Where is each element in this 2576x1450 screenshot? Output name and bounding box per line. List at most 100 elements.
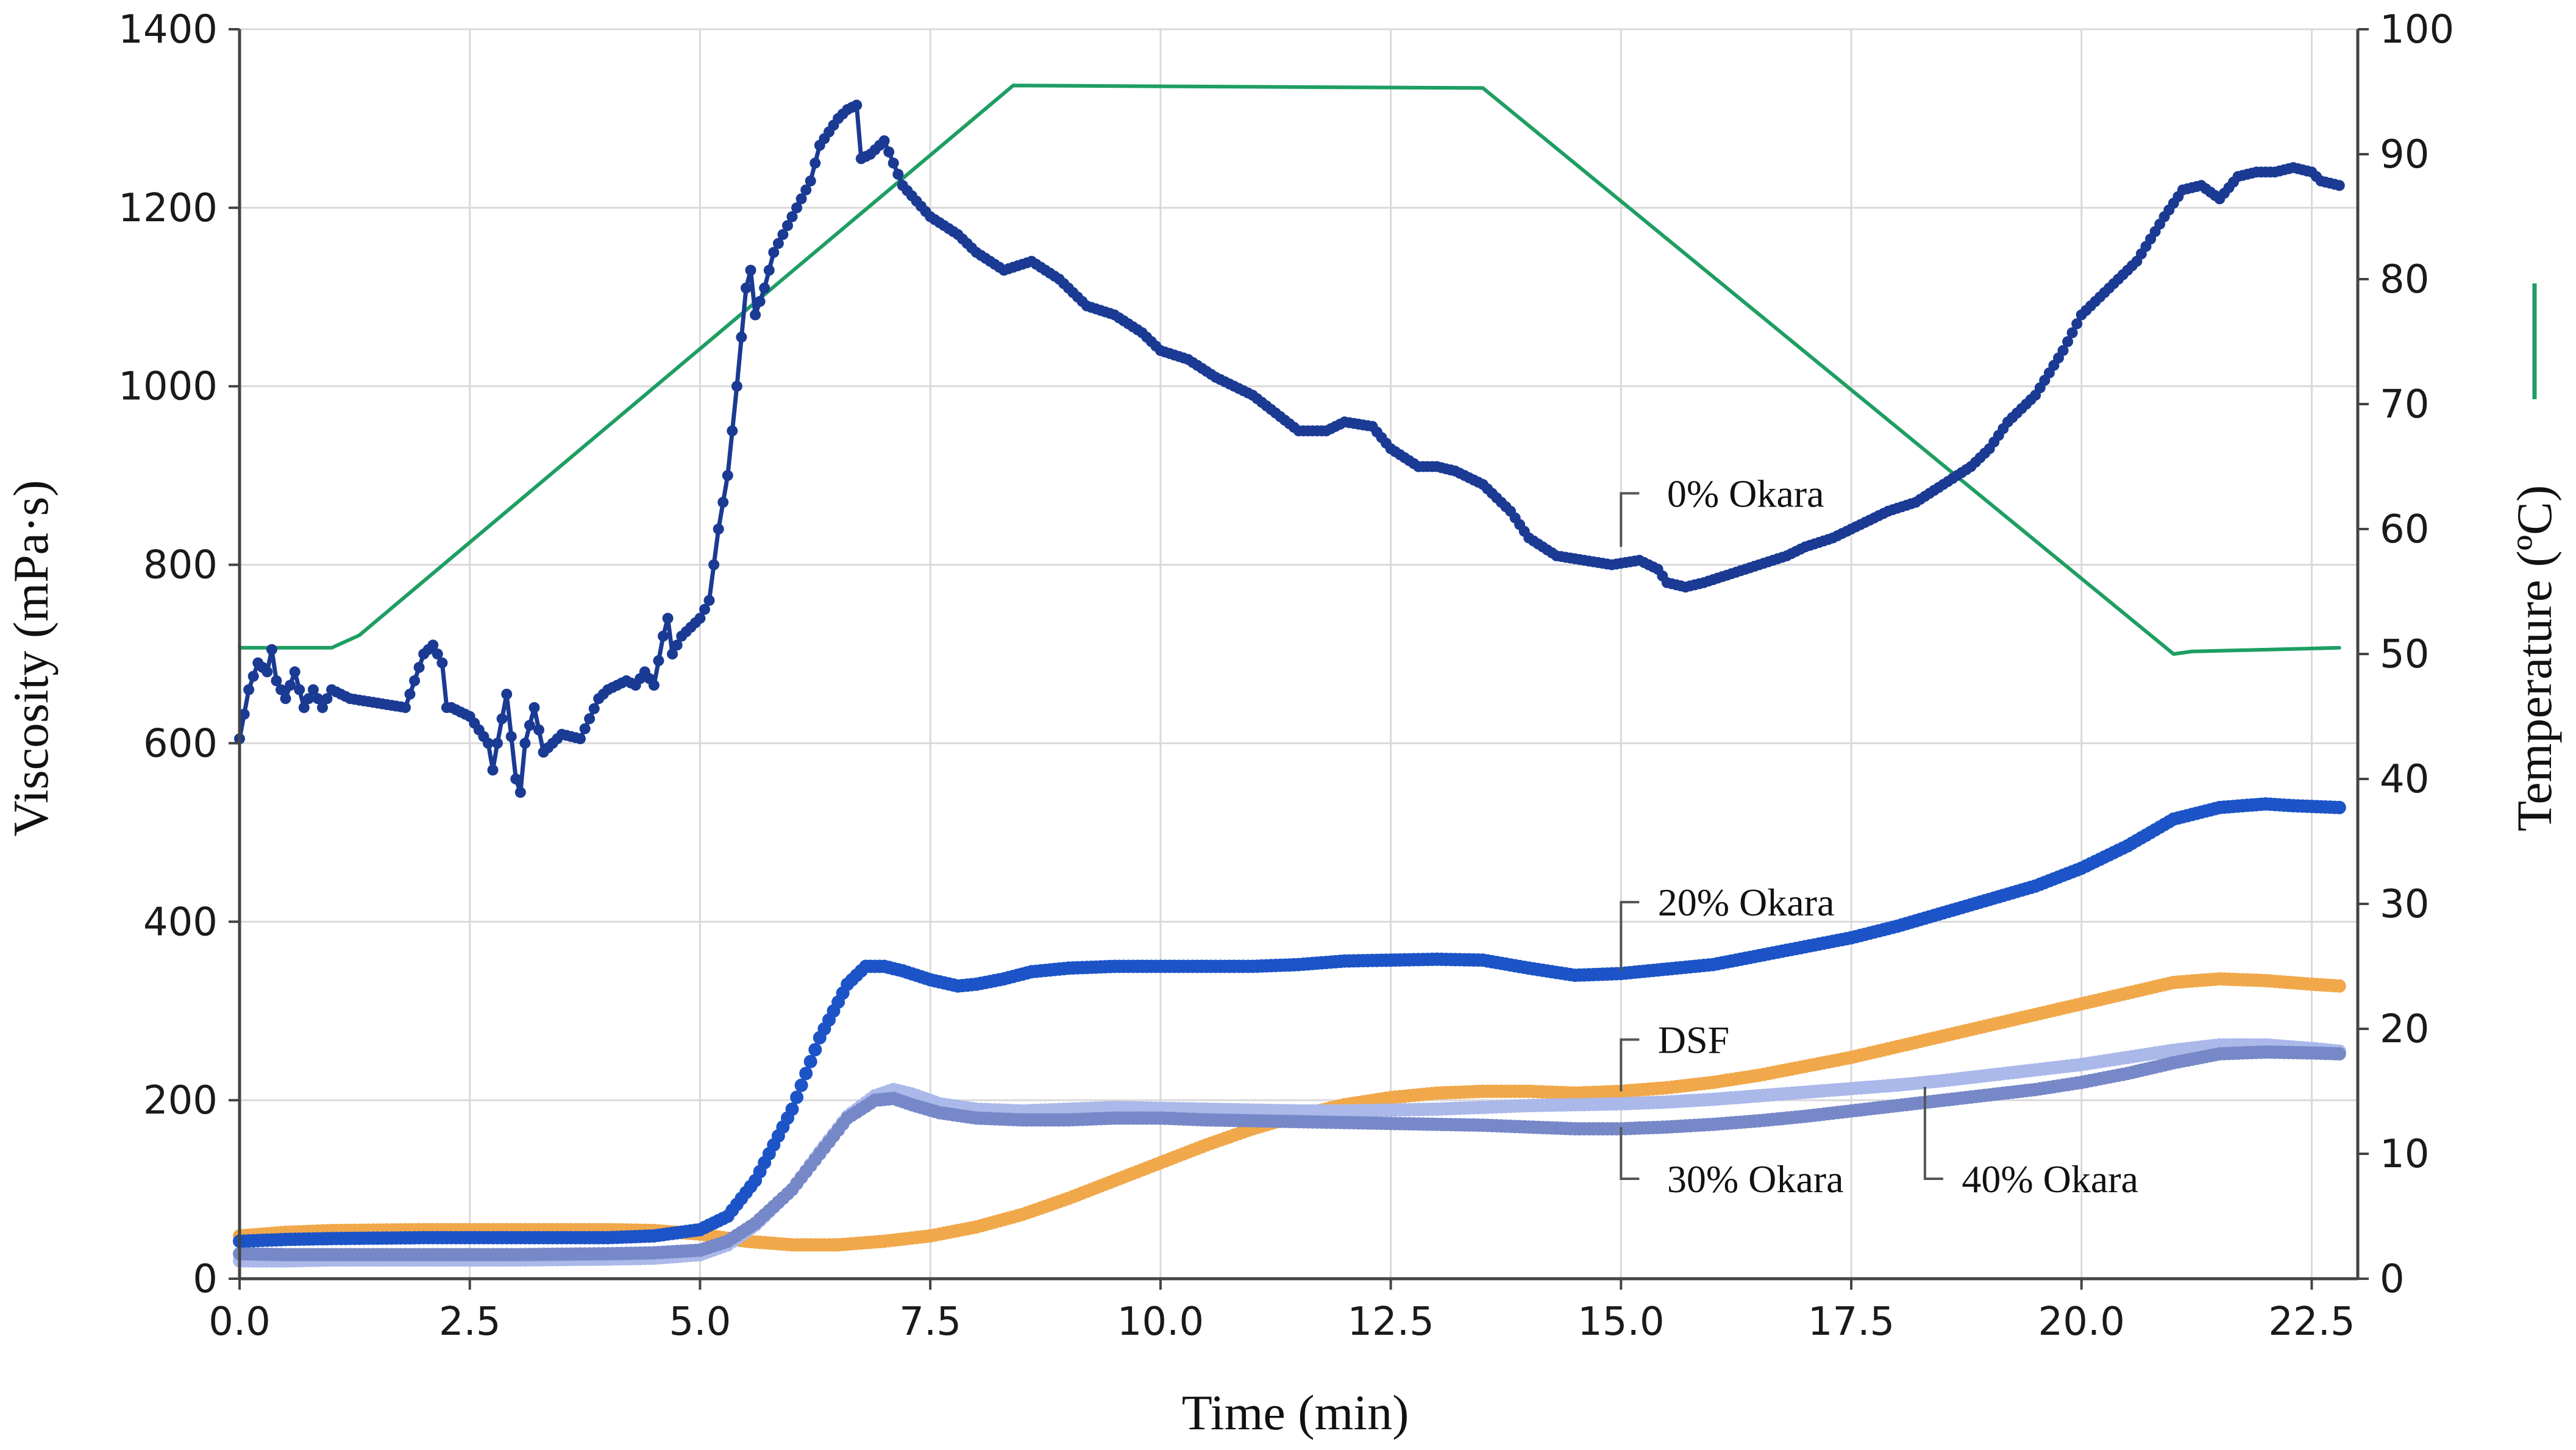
data-point-0pct-okara [533,724,544,736]
data-point-0pct-okara [791,202,803,213]
leader-dsf [1620,1038,1640,1092]
data-point-0pct-okara [276,684,286,695]
y-tick-label: 600 [143,721,218,766]
y2-tick-label: 60 [2380,507,2429,552]
data-point-20pct-okara [2332,800,2346,814]
series-line-temperature [238,84,2341,656]
data-point-0pct-okara [524,720,535,731]
data-point-0pct-okara [2062,336,2074,347]
data-point-0pct-okara [280,693,291,705]
data-point-0pct-okara [892,168,904,180]
data-point-0pct-okara [754,296,766,307]
data-point-0pct-okara [731,380,742,392]
series-30pct-okara [233,1045,2346,1262]
data-point-0pct-okara [851,99,863,111]
x-tick-label: 0.0 [208,1299,271,1345]
y2-tick-label: 10 [2380,1132,2429,1177]
data-point-0pct-okara [487,764,499,776]
x-tick-label: 12.5 [1347,1299,1434,1345]
data-point-0pct-okara [2057,345,2069,357]
data-point-0pct-okara [413,662,425,673]
data-point-0pct-okara [238,708,250,720]
data-point-20pct-okara [790,1090,804,1104]
data-point-0pct-okara [883,146,895,158]
y-tick-label: 0 [193,1257,218,1302]
data-point-30pct-okara [2332,1047,2346,1061]
data-point-0pct-okara [713,524,724,535]
data-point-0pct-okara [662,613,674,624]
data-point-0pct-okara [772,238,784,249]
data-point-0pct-okara [745,265,756,276]
data-point-0pct-okara [289,666,301,678]
data-point-0pct-okara [736,332,747,343]
y2-tick-label: 40 [2380,757,2429,802]
y2-tick-label: 70 [2380,382,2429,427]
series-label-0pct-okara: 0% Okara [1667,472,1824,515]
data-point-0pct-okara [759,282,770,294]
data-point-0pct-okara [584,713,596,725]
data-point-0pct-okara [436,657,448,669]
data-point-0pct-okara [510,773,522,784]
leader-0pct-okara [1620,492,1640,547]
data-point-0pct-okara [694,613,706,624]
y-axis-title: Viscosity (mPa·s) [3,480,59,837]
data-point-0pct-okara [307,684,319,695]
y-tick-label: 400 [143,900,218,945]
data-point-20pct-okara [799,1067,813,1081]
data-point-0pct-okara [298,702,310,713]
data-point-0pct-okara [496,713,508,725]
labels-layer: 0% Okara 20% Okara DSF 30% Okara 40% Okara [1620,472,2138,1201]
data-point-0pct-okara [321,693,333,705]
data-point-0pct-okara [514,787,526,798]
data-point-20pct-okara [785,1102,799,1116]
data-point-0pct-okara [699,603,710,615]
data-point-0pct-okara [2066,327,2078,338]
series-label-dsf: DSF [1658,1018,1729,1062]
x-tick-label: 17.5 [1808,1299,1895,1345]
data-point-0pct-okara [809,157,821,169]
data-point-0pct-okara [888,157,899,169]
y2-tick-label: 20 [2380,1007,2429,1052]
series-0pct-okara [234,99,2345,798]
data-point-0pct-okara [482,737,494,749]
y-tick-label: 1200 [118,186,218,231]
y2-tick-label: 100 [2380,7,2454,52]
x-tick-label: 7.5 [899,1299,961,1345]
series-40pct-okara [233,1038,2346,1268]
x-axis-title: Time (min) [1182,1385,1409,1440]
data-point-0pct-okara [317,702,328,713]
data-point-20pct-okara [808,1043,822,1057]
data-point-0pct-okara [432,649,443,659]
series-label-20pct-okara: 20% Okara [1658,881,1835,924]
data-point-0pct-okara [777,229,789,240]
data-point-0pct-okara [588,703,600,714]
data-point-0pct-okara [750,309,761,321]
data-point-0pct-okara [658,630,669,642]
y-tick-label: 1400 [118,7,218,52]
data-point-0pct-okara [671,639,683,651]
y2-tick-label: 80 [2380,257,2429,302]
data-point-0pct-okara [800,184,812,196]
x-tick-label: 22.5 [2268,1299,2355,1345]
data-point-0pct-okara [741,282,752,294]
data-point-0pct-okara [262,666,273,678]
x-tick-label: 2.5 [439,1299,501,1345]
data-point-0pct-okara [400,702,411,713]
leader-40pct-okara [1923,1087,1943,1180]
data-point-0pct-okara [653,655,664,666]
data-point-0pct-okara [404,688,416,700]
y-tick-label: 800 [143,543,218,588]
data-point-0pct-okara [266,644,277,655]
data-point-0pct-okara [528,702,540,713]
data-point-0pct-okara [519,737,531,749]
data-point-0pct-okara [2333,180,2345,191]
y2-tick-label: 90 [2380,132,2429,177]
data-point-0pct-okara [763,265,775,276]
y2-tick-label: 0 [2380,1257,2405,1302]
data-point-0pct-okara [303,693,315,705]
data-point-0pct-okara [722,470,733,482]
y2-tick-label: 30 [2380,882,2429,927]
data-point-0pct-okara [782,220,793,232]
data-point-0pct-okara [505,731,517,742]
